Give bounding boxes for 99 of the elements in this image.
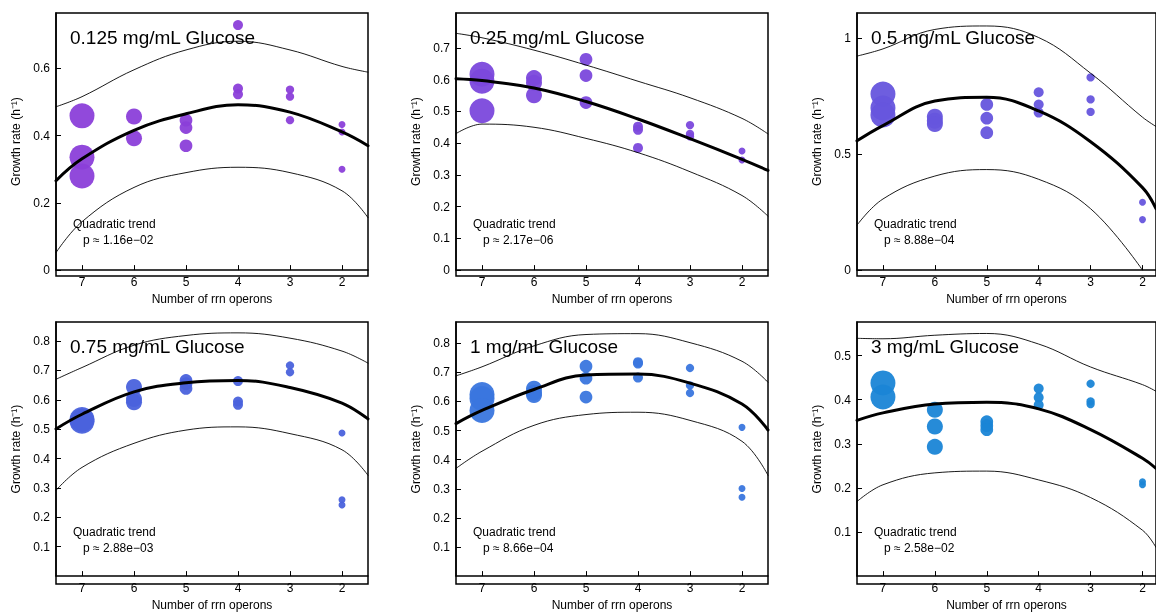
y-tick-label: 0.2 [834,480,852,495]
y-tick-label: 0.7 [33,363,51,378]
annotation: p ≈ 2.88e−03 [83,541,154,556]
y-tick-label: 0.1 [433,231,451,246]
x-tick-label: 6 [530,581,538,596]
y-tick-label: 0.6 [433,394,451,409]
x-tick-label: 3 [1087,275,1095,290]
annotation: p ≈ 8.66e−04 [483,541,554,556]
y-tick-label: 0.3 [33,480,51,495]
x-tick-label: 5 [983,581,991,596]
x-tick-label: 2 [738,581,746,596]
y-tick-label: 0.2 [33,195,51,210]
x-tick-label: 5 [182,275,190,290]
y-tick-label: 0.3 [433,481,451,496]
y-tick-label: 0 [43,263,51,278]
y-axis-title: Growth rate (h⁻¹) [810,404,825,494]
y-tick-label: 0.4 [33,128,51,143]
y-axis-title: Growth rate (h⁻¹) [409,97,424,186]
y-tick-label: 0.7 [433,40,451,55]
x-tick-label: 6 [931,581,939,596]
text: 0.5 mg/mL Glucose [871,27,1036,48]
x-tick-label: 5 [582,581,590,596]
y-tick-label: 0.3 [433,167,451,182]
x-tick-label: 3 [286,275,294,290]
annotation: Quadratic trend [73,217,156,232]
x-tick-label: 7 [478,581,486,596]
y-tick-label: 0.1 [433,539,451,554]
annotation: Quadratic trend [473,217,556,232]
y-tick-label: 0.5 [834,147,852,162]
y-tick-label: 0.6 [33,61,51,76]
x-tick-label: 6 [130,581,138,596]
x-tick-label: 6 [530,275,538,290]
y-tick-label: 0 [844,263,852,278]
y-axis-title: Growth rate (h⁻¹) [409,404,424,494]
x-tick-label: 7 [78,581,86,596]
y-tick-label: 0.6 [33,392,51,407]
y-axis-title: Growth rate (h⁻¹) [9,97,24,186]
annotation: Quadratic trend [874,217,957,232]
x-axis-title: Number of rrn operons [946,598,1067,612]
text: 0.125 mg/mL Glucose [70,27,256,48]
y-tick-label: 0.2 [33,510,51,525]
x-tick-label: 7 [879,275,887,290]
y-tick-label: 0 [443,263,451,278]
x-tick-label: 2 [1139,275,1147,290]
x-tick-label: 3 [686,275,694,290]
text: 3 mg/mL Glucose [871,336,1020,357]
x-tick-label: 2 [338,581,346,596]
x-axis-title: Number of rrn operons [946,292,1067,306]
y-axis-title: Growth rate (h⁻¹) [9,404,24,494]
y-tick-label: 0.5 [33,422,51,437]
x-tick-label: 7 [78,275,86,290]
x-axis-title: Number of rrn operons [551,598,673,612]
x-tick-label: 2 [1139,581,1147,596]
x-tick-label: 3 [286,581,294,596]
y-tick-label: 1 [844,31,852,46]
y-tick-label: 0.7 [433,365,451,380]
x-axis-title: Number of rrn operons [151,598,273,612]
annotation: p ≈ 8.88e−04 [884,233,955,248]
annotation: Quadratic trend [874,525,957,540]
annotation: Quadratic trend [73,525,156,540]
y-tick-label: 0.3 [834,436,852,451]
y-tick-label: 0.8 [33,334,51,349]
x-tick-label: 4 [1035,275,1043,290]
x-tick-label: 7 [478,275,486,290]
y-tick-label: 0.4 [33,451,51,466]
annotation: p ≈ 2.17e−06 [483,233,554,248]
x-tick-label: 4 [1035,581,1043,596]
annotation: Quadratic trend [473,525,556,540]
annotation: p ≈ 1.16e−02 [83,233,154,248]
y-tick-label: 0.2 [433,199,451,214]
x-tick-label: 6 [931,275,939,290]
x-tick-label: 2 [738,275,746,290]
x-tick-label: 4 [634,275,642,290]
x-tick-label: 3 [1087,581,1095,596]
x-axis-title: Number of rrn operons [151,292,273,306]
y-tick-label: 0.8 [433,336,451,351]
y-tick-label: 0.4 [433,136,451,151]
x-tick-label: 5 [582,275,590,290]
y-tick-label: 0.6 [433,72,451,87]
x-tick-label: 4 [234,275,242,290]
y-tick-label: 0.4 [433,452,451,467]
y-tick-label: 0.1 [834,524,852,539]
y-axis-title: Growth rate (h⁻¹) [810,97,825,186]
y-tick-label: 0.1 [33,539,51,554]
x-tick-label: 2 [338,275,346,290]
y-tick-label: 0.2 [433,510,451,525]
x-tick-label: 4 [234,581,242,596]
x-tick-label: 5 [182,581,190,596]
x-axis-title: Number of rrn operons [551,292,673,306]
annotation: p ≈ 2.58e−02 [884,541,955,556]
x-tick-label: 5 [983,275,991,290]
y-tick-label: 0.5 [433,104,451,119]
x-tick-label: 4 [634,581,642,596]
x-tick-label: 6 [130,275,138,290]
y-tick-label: 0.4 [834,392,852,407]
y-tick-label: 0.5 [433,423,451,438]
x-tick-label: 3 [686,581,694,596]
y-tick-label: 0.5 [834,348,852,363]
x-tick-label: 7 [879,581,887,596]
